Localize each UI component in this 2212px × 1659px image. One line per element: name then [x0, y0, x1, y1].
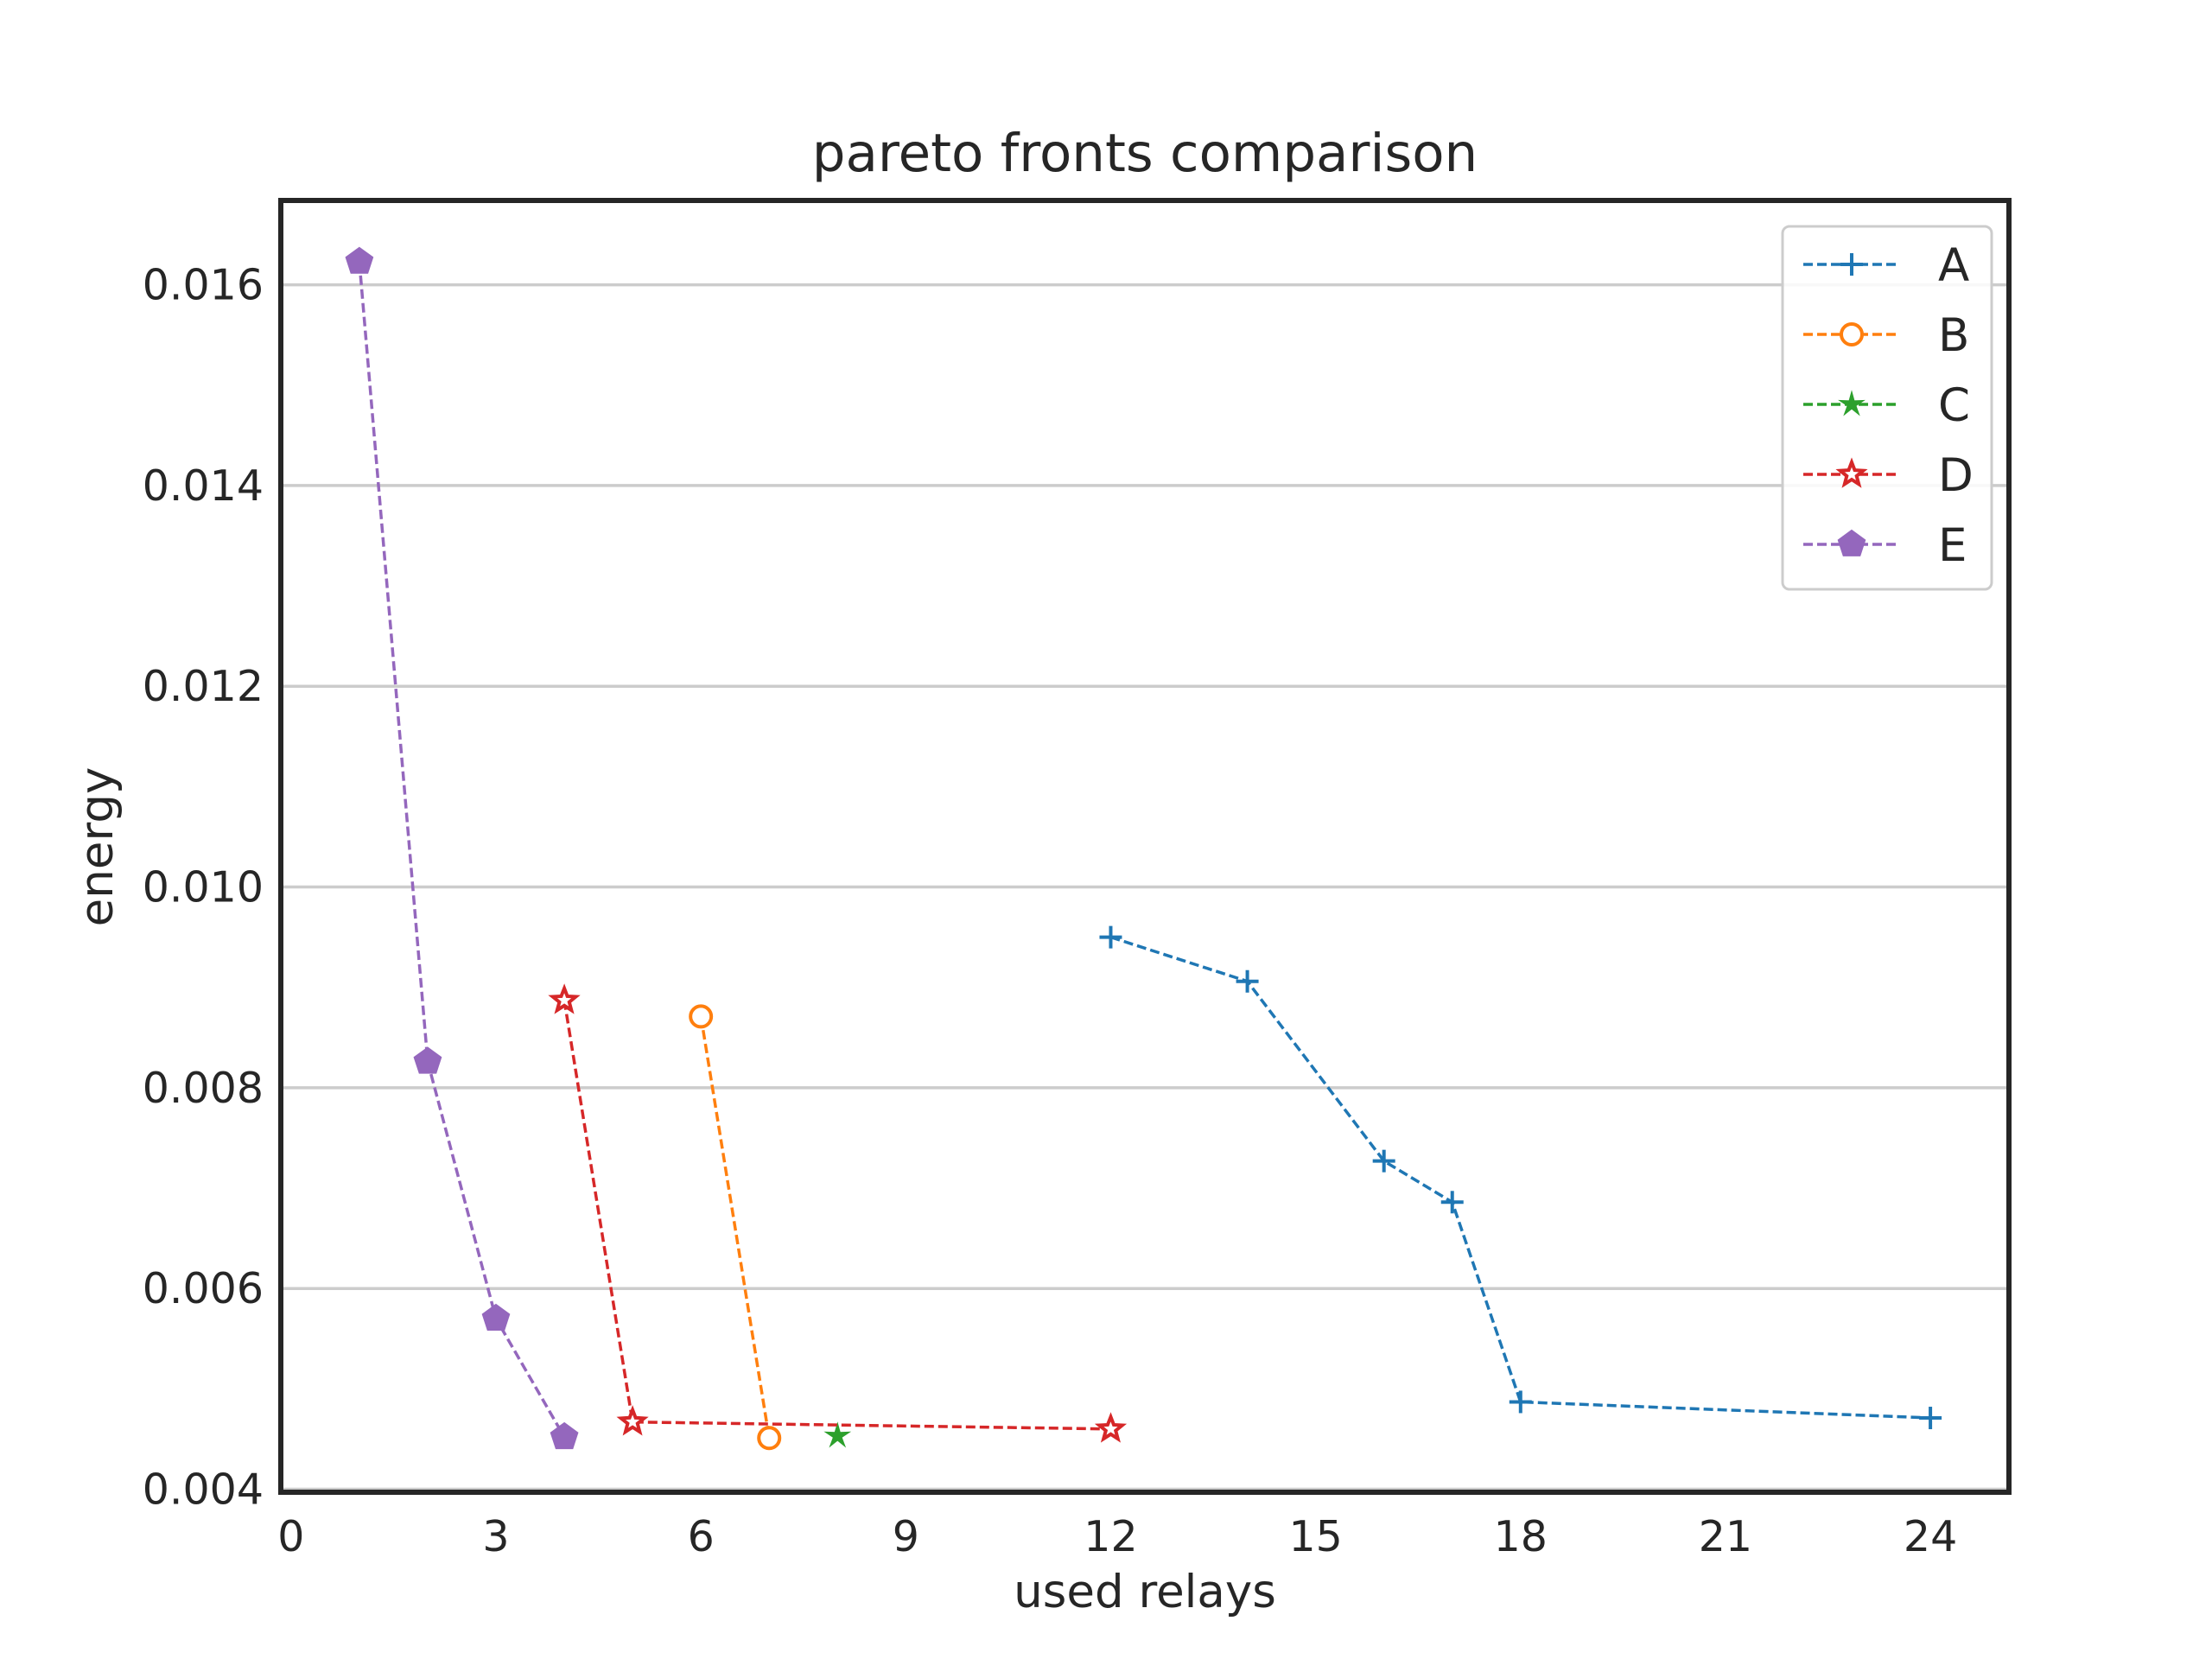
legend-entry-E: E — [1803, 519, 1967, 572]
data-point-B — [757, 1426, 782, 1451]
legend-entry-C: C — [1803, 379, 1970, 432]
legend-marker-A — [1840, 253, 1863, 276]
series-B — [689, 1004, 782, 1451]
legend-label: E — [1938, 519, 1967, 572]
data-point-A — [1919, 1407, 1942, 1430]
y-tick-labels: 0.004 0.006 0.008 0.010 0.012 0.014 0.016 — [143, 261, 264, 1515]
data-point-D — [616, 1405, 649, 1436]
legend-label: C — [1938, 379, 1970, 432]
x-axis-label: used relays — [1014, 1566, 1276, 1618]
data-point-A — [1099, 925, 1122, 949]
series-layer — [345, 246, 1942, 1451]
data-point-D — [548, 983, 581, 1014]
x-tick-label: 3 — [482, 1512, 509, 1561]
y-tick-label: 0.008 — [143, 1064, 264, 1113]
data-point-D — [1094, 1412, 1128, 1443]
data-point-E — [345, 246, 374, 274]
gridlines — [281, 283, 2009, 1491]
series-line-E — [358, 261, 566, 1438]
x-tick-label: 12 — [1084, 1512, 1137, 1561]
y-tick-label: 0.006 — [143, 1264, 264, 1313]
x-tick-label: 9 — [893, 1512, 919, 1561]
x-tick-label: 18 — [1494, 1512, 1548, 1561]
x-tick-labels: 0 3 6 9 12 15 18 21 24 — [277, 1512, 1957, 1561]
y-tick-label: 0.012 — [143, 662, 264, 711]
data-point-A — [1236, 969, 1259, 993]
data-point-B — [689, 1004, 714, 1029]
x-tick-label: 15 — [1288, 1512, 1342, 1561]
legend-entry-B: B — [1803, 309, 1969, 362]
data-point-C — [823, 1421, 852, 1448]
legend-marker-D — [1835, 457, 1868, 488]
x-tick-label: 6 — [688, 1512, 715, 1561]
series-E — [345, 246, 579, 1450]
y-axis-label: energy — [71, 767, 124, 927]
plot-frame — [278, 198, 2012, 1495]
legend-label: A — [1938, 239, 1969, 292]
series-A — [1099, 925, 1942, 1430]
legend-label: D — [1938, 449, 1974, 502]
legend-marker-E — [1837, 529, 1866, 556]
x-tick-label: 0 — [277, 1512, 304, 1561]
y-tick-label: 0.016 — [143, 261, 264, 310]
y-tick-label: 0.004 — [143, 1465, 264, 1515]
legend-box — [1781, 225, 1993, 591]
y-tick-label: 0.014 — [143, 461, 264, 511]
x-tick-label: 24 — [1904, 1512, 1957, 1561]
series-line-A — [1109, 935, 1931, 1420]
series-line-B — [699, 1016, 771, 1439]
data-point-A — [1509, 1390, 1532, 1414]
legend-marker-C — [1838, 390, 1866, 416]
series-C — [823, 1421, 852, 1448]
legend-entry-A: A — [1803, 239, 1969, 292]
data-point-E — [550, 1421, 579, 1450]
chart-title: pareto fronts comparison — [812, 123, 1478, 184]
data-point-E — [481, 1303, 511, 1331]
data-point-A — [1440, 1191, 1464, 1214]
data-point-E — [413, 1046, 442, 1074]
legend-label: B — [1938, 309, 1969, 362]
data-point-A — [1372, 1149, 1395, 1173]
series-line-D — [563, 1000, 1111, 1431]
legend-entry-D: D — [1803, 449, 1974, 502]
series-D — [548, 983, 1128, 1443]
legend-marker-B — [1840, 322, 1864, 346]
y-tick-label: 0.010 — [143, 863, 264, 912]
x-tick-label: 21 — [1699, 1512, 1752, 1561]
